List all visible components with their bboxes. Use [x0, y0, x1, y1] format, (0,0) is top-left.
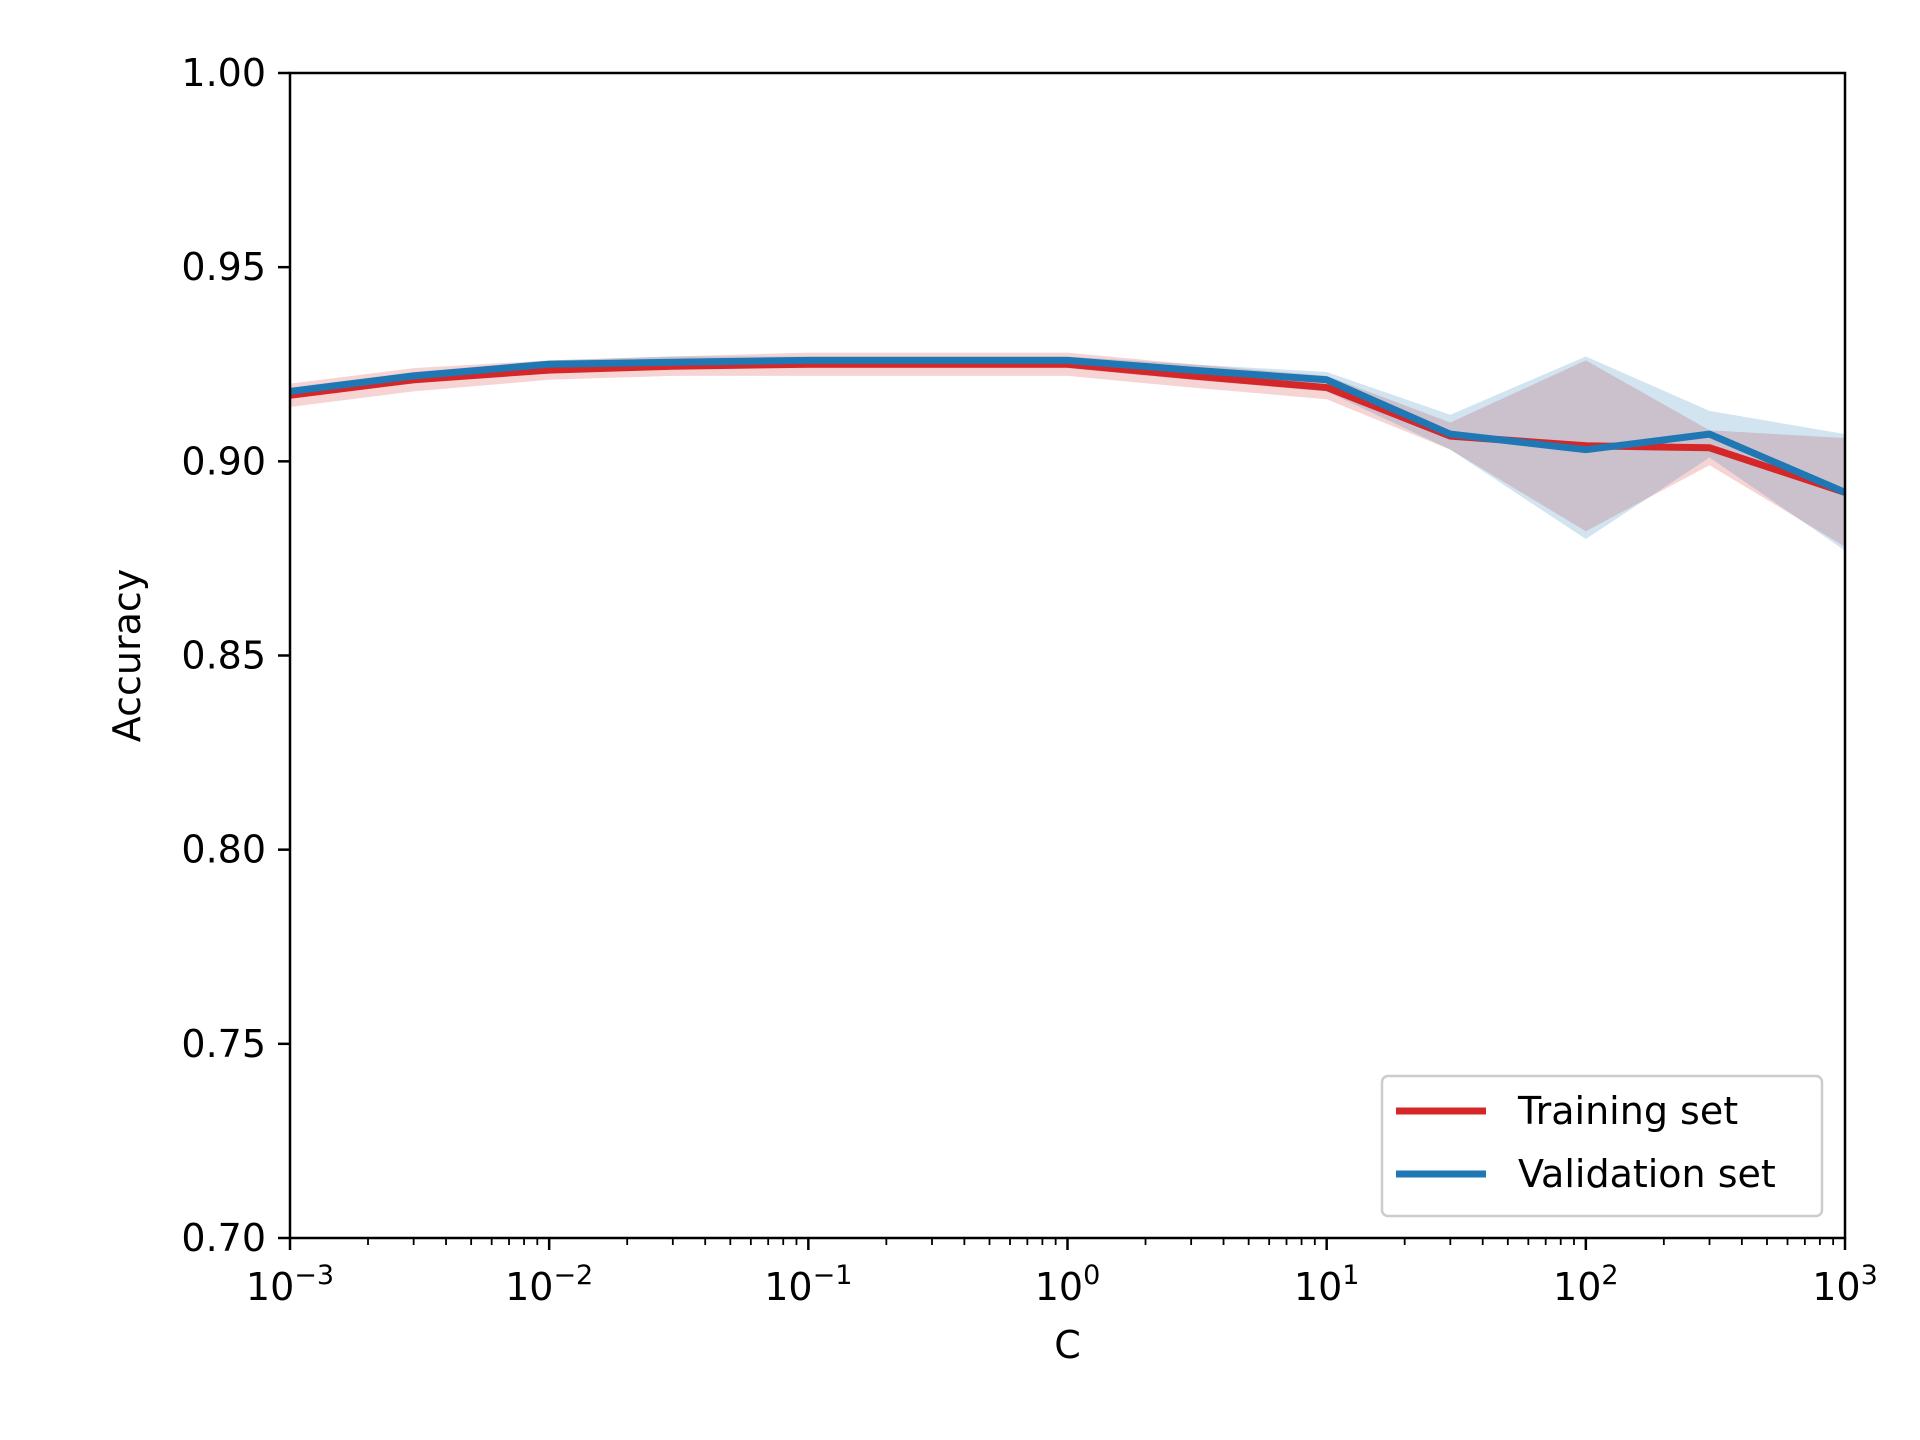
y-tick-label: 0.85: [181, 634, 266, 678]
legend-label-0: Training set: [1517, 1089, 1738, 1133]
y-tick-label: 1.00: [181, 51, 266, 95]
y-axis-label: Accuracy: [105, 569, 149, 743]
x-tick-label: 10−1: [764, 1260, 852, 1309]
y-tick-label: 0.75: [181, 1022, 266, 1066]
band-series-1: [290, 356, 1845, 551]
x-tick-label: 101: [1294, 1260, 1360, 1309]
legend-box: [1380, 1074, 1824, 1218]
y-tick-label: 0.95: [181, 245, 266, 289]
y-tick-label: 0.90: [181, 439, 266, 483]
x-tick-label: 103: [1812, 1260, 1878, 1309]
legend: Training set Validation set: [1380, 1074, 1824, 1218]
x-axis-ticks: 10−3 10−2 10−1 100 101 102 103: [246, 1238, 1878, 1309]
line-series-0: [289, 360, 1847, 496]
x-tick-label: 10−3: [246, 1260, 334, 1309]
y-tick-label: 0.80: [181, 828, 266, 872]
x-axis-label: C: [1054, 1323, 1081, 1367]
series-lines: [289, 356, 1847, 496]
line-series-1: [289, 356, 1847, 496]
x-tick-label: 10−2: [505, 1260, 593, 1309]
y-axis-ticks: 0.70 0.75 0.80 0.85 0.90 0.95 1.00: [181, 51, 290, 1260]
x-tick-label: 102: [1553, 1260, 1619, 1309]
confidence-bands: [290, 352, 1845, 551]
y-tick-label: 0.70: [181, 1216, 266, 1260]
legend-label-1: Validation set: [1518, 1152, 1776, 1196]
plot-frame: [288, 71, 1847, 1240]
x-tick-label: 100: [1035, 1260, 1101, 1309]
